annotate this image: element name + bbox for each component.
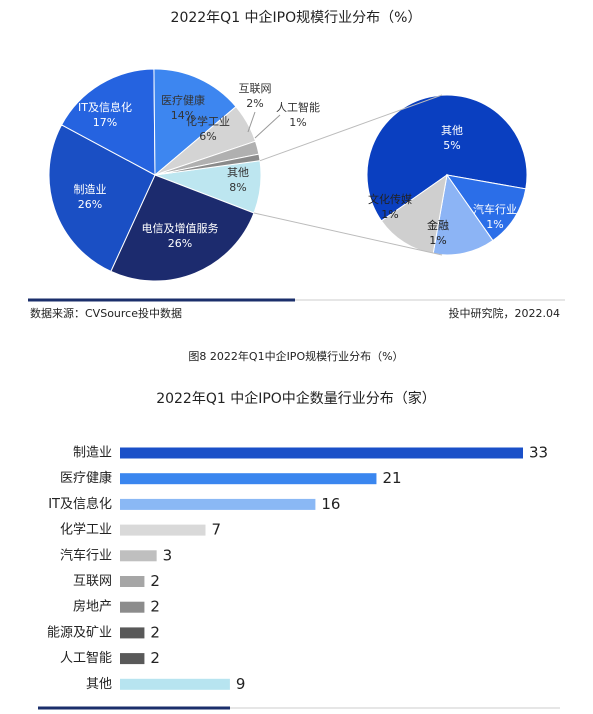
pie-value-label: 8% (229, 181, 246, 194)
leader (247, 111, 256, 133)
bar-title: 2022年Q1 中企IPO中企数量行业分布（家） (156, 390, 436, 407)
y-tick-label: 能源及矿业 (47, 625, 112, 640)
pie-value-label: 14% (171, 109, 195, 122)
pie-title: 2022年Q1 中企IPO规模行业分布（%） (171, 9, 422, 26)
pie-label: 医疗健康 (161, 93, 205, 107)
y-tick-label: 汽车行业 (60, 547, 112, 563)
source: 数据来源：CVSource投中数据 (30, 306, 182, 320)
publisher: 投中研究院，2022.04 (449, 306, 561, 320)
y-tick-label: 互联网 (73, 574, 112, 589)
value-label: 3 (163, 546, 173, 564)
value-label: 7 (211, 521, 221, 539)
bar (120, 550, 157, 562)
pie-slice (48, 124, 156, 273)
pie-value-label: 1% (429, 234, 446, 247)
value-label: 33 (529, 444, 548, 462)
value-label: 2 (150, 649, 160, 667)
bar (120, 678, 230, 690)
value-label: 16 (321, 495, 340, 513)
pie-label: 人工智能 (276, 100, 320, 114)
y-tick-label: 其他 (86, 677, 112, 692)
bar (120, 576, 145, 587)
pie-value-label: 1% (486, 218, 503, 231)
y-tick-label: 化学工业 (60, 522, 112, 538)
bar (120, 601, 145, 613)
pie-label: 汽车行业 (473, 202, 517, 216)
y-tick-label: 人工智能 (60, 651, 112, 666)
pie-value-label: 1% (381, 208, 398, 221)
pie-value-label: 1% (289, 116, 306, 129)
pie-slice (60, 68, 156, 176)
value-label: 9 (236, 675, 246, 693)
pie-label: 互联网 (239, 82, 272, 95)
pie-label: 其他 (441, 124, 463, 137)
pie-value-label: 5% (443, 139, 460, 152)
pie-label: 金融 (427, 218, 449, 232)
bar (120, 498, 316, 510)
pie-slice (110, 174, 255, 282)
bar (120, 524, 206, 536)
pie-value-label: 26% (78, 198, 102, 211)
pie-value-label: 17% (93, 116, 117, 129)
bar (120, 473, 377, 485)
y-tick-label: 医疗健康 (60, 470, 112, 486)
pie-label: 制造业 (74, 182, 107, 196)
y-tick-label: 房地产 (73, 599, 112, 615)
pie-slice (432, 173, 494, 256)
value-label: 2 (150, 623, 160, 641)
pie-label: 文化传媒 (368, 192, 412, 206)
value-label: 21 (382, 469, 401, 487)
pie-label: 电信及增值服务 (142, 221, 219, 235)
pie-value-label: 6% (199, 130, 216, 143)
bar (120, 653, 145, 665)
pie-value-label: 2% (246, 97, 263, 110)
connector (259, 94, 443, 162)
pie-value-label: 26% (168, 237, 192, 250)
y-tick-label: 制造业 (73, 446, 112, 461)
pie-label: 其他 (227, 166, 249, 179)
connector (253, 212, 443, 256)
pie-label: IT及信息化 (78, 100, 132, 114)
pie-slice (366, 94, 528, 222)
leader (254, 114, 281, 139)
bar (120, 447, 523, 459)
pie-slice (445, 174, 527, 242)
value-label: 2 (150, 598, 160, 616)
value-label: 2 (150, 572, 160, 590)
pie-slice (153, 68, 237, 177)
y-tick-label: IT及信息化 (48, 496, 112, 512)
caption: 图8 2022年Q1中企IPO规模行业分布（%） (188, 349, 403, 363)
bar (120, 627, 145, 639)
pie-label: 化学工业 (186, 114, 230, 128)
pie-slice (380, 173, 448, 255)
